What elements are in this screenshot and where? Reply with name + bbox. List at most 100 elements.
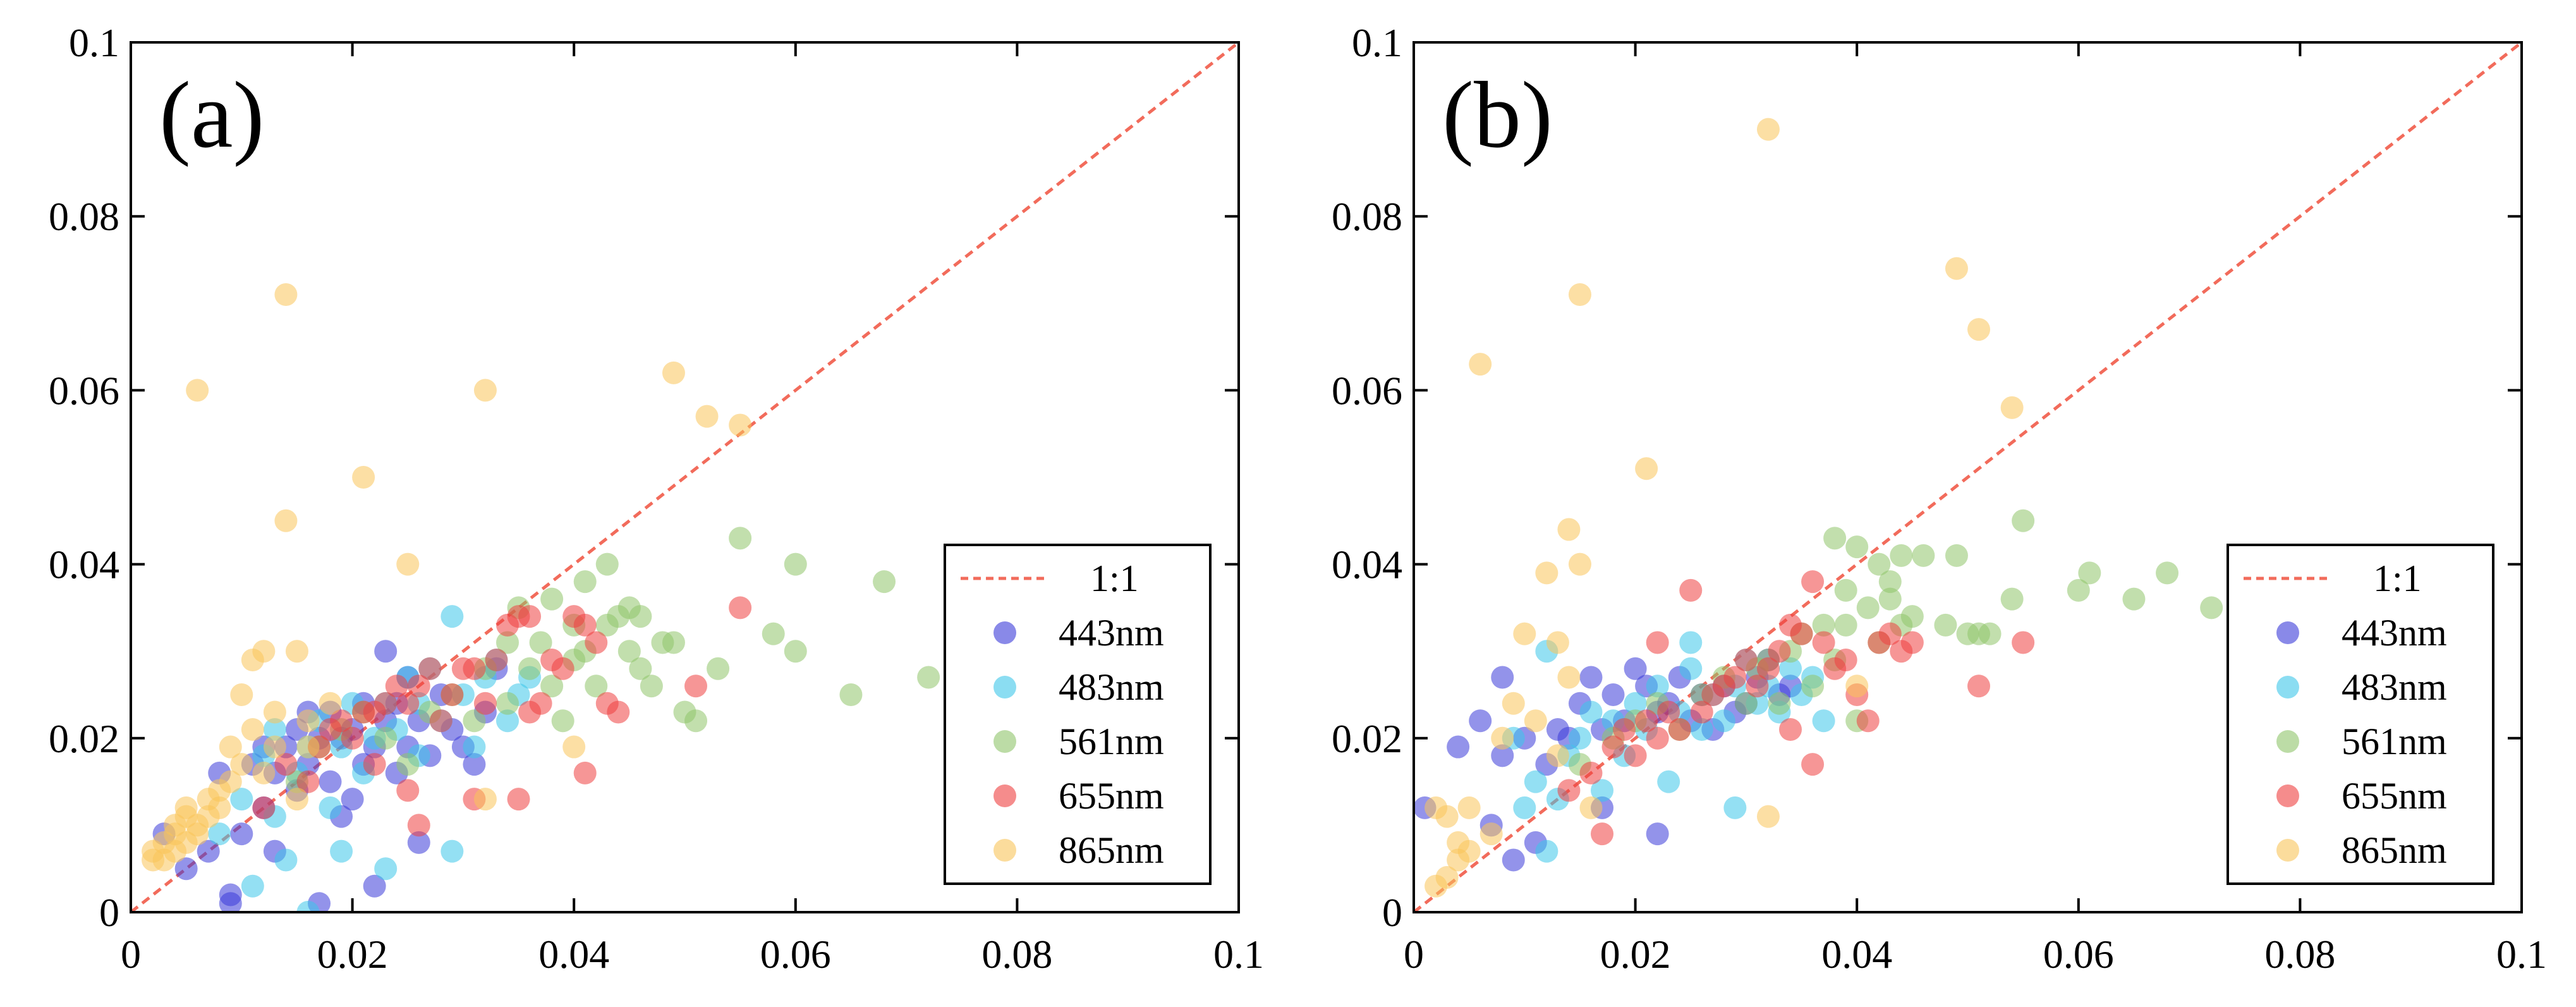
panel-a-point-561nm-39 bbox=[784, 552, 807, 576]
panel-a-point-561nm-28 bbox=[629, 657, 652, 680]
panel-a-point-865nm-12 bbox=[186, 379, 209, 402]
panel-a-point-865nm-34 bbox=[352, 466, 375, 489]
panel-a-point-561nm-13 bbox=[518, 657, 542, 680]
panel-b-point-655nm-16 bbox=[1734, 648, 1758, 671]
panel-a-point-865nm-38 bbox=[562, 735, 586, 759]
panel-b-point-655nm-3 bbox=[1601, 735, 1625, 759]
panel-b-legend-marker-443nm bbox=[2276, 621, 2299, 644]
panel-a-point-483nm-26 bbox=[440, 839, 464, 863]
panel-a-point-443nm-41 bbox=[463, 753, 486, 776]
panel-b-point-561nm-28 bbox=[1900, 605, 1924, 628]
panel-b-x-tick-label-4: 0.08 bbox=[2264, 932, 2335, 977]
panel-b-x-tick-label-2: 0.04 bbox=[1821, 932, 1892, 977]
panel-b-point-865nm-20 bbox=[1568, 552, 1591, 576]
panel-a-point-561nm-10 bbox=[496, 692, 519, 715]
panel-b-point-561nm-30 bbox=[1934, 613, 1957, 637]
panel-b-point-483nm-8 bbox=[1579, 700, 1603, 724]
panel-b-point-561nm-35 bbox=[2000, 587, 2024, 611]
panel-a-point-865nm-27 bbox=[274, 509, 298, 532]
panel-a-point-443nm-35 bbox=[407, 831, 430, 854]
panel-a-x-tick-label-0: 0 bbox=[121, 932, 141, 977]
panel-a-point-561nm-4 bbox=[374, 726, 398, 750]
panel-b-point-655nm-4 bbox=[1613, 718, 1636, 742]
panel-b-point-561nm-13 bbox=[1801, 674, 1825, 698]
panel-a-point-561nm-21 bbox=[573, 570, 597, 594]
panel-b-point-483nm-18 bbox=[1679, 631, 1703, 654]
panel-a-point-483nm-0 bbox=[208, 822, 231, 846]
panel-a-point-483nm-11 bbox=[319, 796, 342, 819]
panel-a-point-483nm-17 bbox=[374, 857, 398, 881]
panel-b-point-443nm-4 bbox=[1491, 744, 1514, 767]
panel-a-point-865nm-36 bbox=[473, 379, 497, 402]
panel-b-point-865nm-6 bbox=[1457, 839, 1481, 863]
panel-a-point-483nm-1 bbox=[230, 788, 253, 811]
panel-b-point-655nm-10 bbox=[1668, 718, 1691, 742]
panel-a-x-tick-label-2: 0.04 bbox=[538, 932, 609, 977]
panel-b-legend-marker-561nm bbox=[2276, 730, 2299, 753]
panel-b-point-443nm-5 bbox=[1491, 666, 1514, 689]
panel-a-legend-label-561nm: 561nm bbox=[1059, 721, 1164, 762]
panel-a-legend-label-443nm: 443nm bbox=[1059, 612, 1164, 654]
panel-b-x-tick-label-0: 0 bbox=[1404, 932, 1424, 977]
panel-b-point-443nm-13 bbox=[1579, 666, 1603, 689]
panel-a-point-655nm-8 bbox=[363, 753, 386, 776]
panel-b-point-483nm-7 bbox=[1568, 726, 1591, 750]
panel-a-point-865nm-32 bbox=[296, 709, 320, 733]
panel-a-point-655nm-12 bbox=[396, 779, 420, 802]
panel-b-point-865nm-9 bbox=[1479, 822, 1503, 846]
panel-a-point-865nm-29 bbox=[285, 640, 308, 663]
panel-b-point-865nm-23 bbox=[1756, 118, 1780, 141]
panel-a-point-655nm-13 bbox=[396, 692, 420, 715]
panel-b-point-483nm-1 bbox=[1513, 796, 1536, 819]
panel-a-point-561nm-41 bbox=[873, 570, 896, 594]
panel-b-point-865nm-19 bbox=[1568, 283, 1591, 307]
panel-a-legend-marker-483nm bbox=[993, 676, 1016, 699]
panel-a-point-483nm-6 bbox=[274, 848, 298, 872]
panel-b-point-561nm-24 bbox=[1878, 570, 1902, 594]
panel-b-legend: 1:1 443nm 483nm 561nm 655nm 865nm bbox=[2227, 544, 2494, 885]
panel-a-point-655nm-17 bbox=[429, 709, 453, 733]
panel-b-point-865nm-26 bbox=[1945, 257, 1968, 280]
panel-a-point-655nm-37 bbox=[607, 700, 630, 724]
panel-b-point-483nm-21 bbox=[1712, 709, 1735, 733]
panel-a-point-865nm-37 bbox=[473, 788, 497, 811]
panel-b-point-865nm-14 bbox=[1535, 561, 1558, 585]
panel-a-point-561nm-37 bbox=[762, 622, 785, 645]
panel-a-legend-label-655nm: 655nm bbox=[1059, 775, 1164, 817]
panel-b-point-655nm-5 bbox=[1624, 744, 1647, 767]
panel-b-y-tick-label-2: 0.04 bbox=[1332, 542, 1402, 587]
panel-a-point-561nm-40 bbox=[839, 683, 863, 706]
panel-a-point-655nm-6 bbox=[341, 726, 364, 750]
panel-a-point-561nm-29 bbox=[629, 605, 652, 628]
panel-b-point-655nm-7 bbox=[1646, 631, 1669, 654]
panel-b-point-655nm-21 bbox=[1779, 718, 1802, 742]
panel-a-point-865nm-39 bbox=[662, 361, 685, 384]
panel-b-point-655nm-25 bbox=[1812, 631, 1835, 654]
panel-a-point-483nm-25 bbox=[440, 605, 464, 628]
panel-b-point-443nm-20 bbox=[1646, 822, 1669, 846]
panel-a-point-865nm-15 bbox=[208, 796, 231, 819]
scatter-panel-b: 0 0.02 0.04 0.06 0.08 0.1 0 0.02 0.04 0.06 0.08 0.1… bbox=[1332, 20, 2547, 977]
panel-b-point-865nm-16 bbox=[1546, 631, 1569, 654]
panel-a-point-865nm-23 bbox=[252, 761, 276, 784]
panel-a-point-655nm-10 bbox=[374, 692, 398, 715]
panel-b-point-561nm-34 bbox=[1978, 622, 2002, 645]
panel-a-point-655nm-35 bbox=[585, 631, 608, 654]
panel-b-point-561nm-26 bbox=[1890, 544, 1913, 567]
panel-a-point-655nm-18 bbox=[440, 683, 464, 706]
panel-a-point-561nm-8 bbox=[463, 709, 486, 733]
panel-b-point-483nm-31 bbox=[1812, 709, 1835, 733]
panel-a-point-561nm-36 bbox=[729, 527, 752, 550]
panel-b-point-561nm-36 bbox=[2012, 509, 2035, 532]
panel-b-point-655nm-23 bbox=[1801, 570, 1825, 594]
panel-b-point-655nm-8 bbox=[1646, 726, 1669, 750]
panel-b-point-483nm-22 bbox=[1723, 796, 1747, 819]
panel-b-point-483nm-28 bbox=[1779, 657, 1802, 680]
panel-a-point-655nm-38 bbox=[684, 674, 708, 698]
panel-b-point-561nm-10 bbox=[1768, 692, 1791, 715]
panel-a-point-655nm-16 bbox=[418, 657, 442, 680]
panel-a-y-tick-label-3: 0.06 bbox=[49, 368, 119, 413]
panel-b-legend-marker-483nm bbox=[2276, 676, 2299, 699]
panel-a-point-655nm-28 bbox=[518, 605, 542, 628]
panel-a-x-tick-label-3: 0.06 bbox=[760, 932, 831, 977]
